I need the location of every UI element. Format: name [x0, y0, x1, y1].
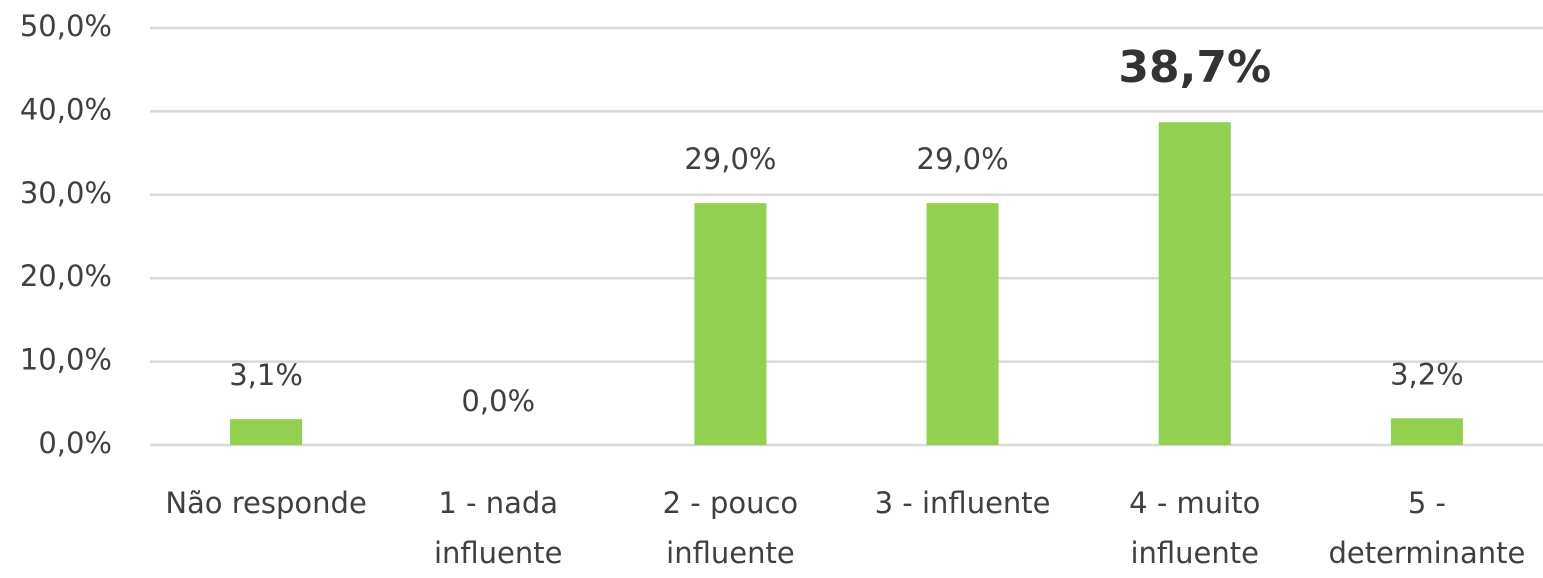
x-tick-label: 2 - pouco influente	[662, 486, 799, 570]
y-tick-label: 0,0%	[38, 426, 112, 460]
y-tick-label: 20,0%	[20, 259, 112, 293]
x-tick-label: Não responde	[165, 486, 367, 520]
bar	[1158, 122, 1231, 445]
x-tick-label: 1 - nada influente	[433, 486, 563, 570]
value-label: 29,0%	[917, 142, 1009, 176]
bar	[230, 419, 303, 445]
value-label: 3,1%	[229, 358, 303, 392]
value-label: 3,2%	[1390, 357, 1464, 391]
x-tick-label: 4 - muito influente	[1129, 486, 1261, 570]
y-tick-label: 40,0%	[20, 92, 112, 126]
x-tick-label: 5 - determinante	[1328, 486, 1526, 570]
x-tick-label: 3 - influente	[874, 486, 1051, 520]
bar	[926, 203, 999, 445]
y-tick-label: 50,0%	[20, 9, 112, 43]
chart: 0,0% 10,0% 20,0% 30,0% 40,0% 50,0% 3,1% 0,0% 29,…	[20, 9, 1543, 460]
chart-container: 0,0% 10,0% 20,0% 30,0% 40,0% 50,0% 3,1% 0,0% 29,…	[20, 9, 1543, 570]
value-label: 0,0%	[461, 384, 535, 418]
y-tick-label: 30,0%	[20, 176, 112, 210]
value-label: 38,7%	[1118, 42, 1271, 93]
bar	[1390, 418, 1463, 445]
y-tick-label: 10,0%	[20, 343, 112, 377]
bar	[694, 203, 767, 445]
value-label: 29,0%	[684, 142, 776, 176]
